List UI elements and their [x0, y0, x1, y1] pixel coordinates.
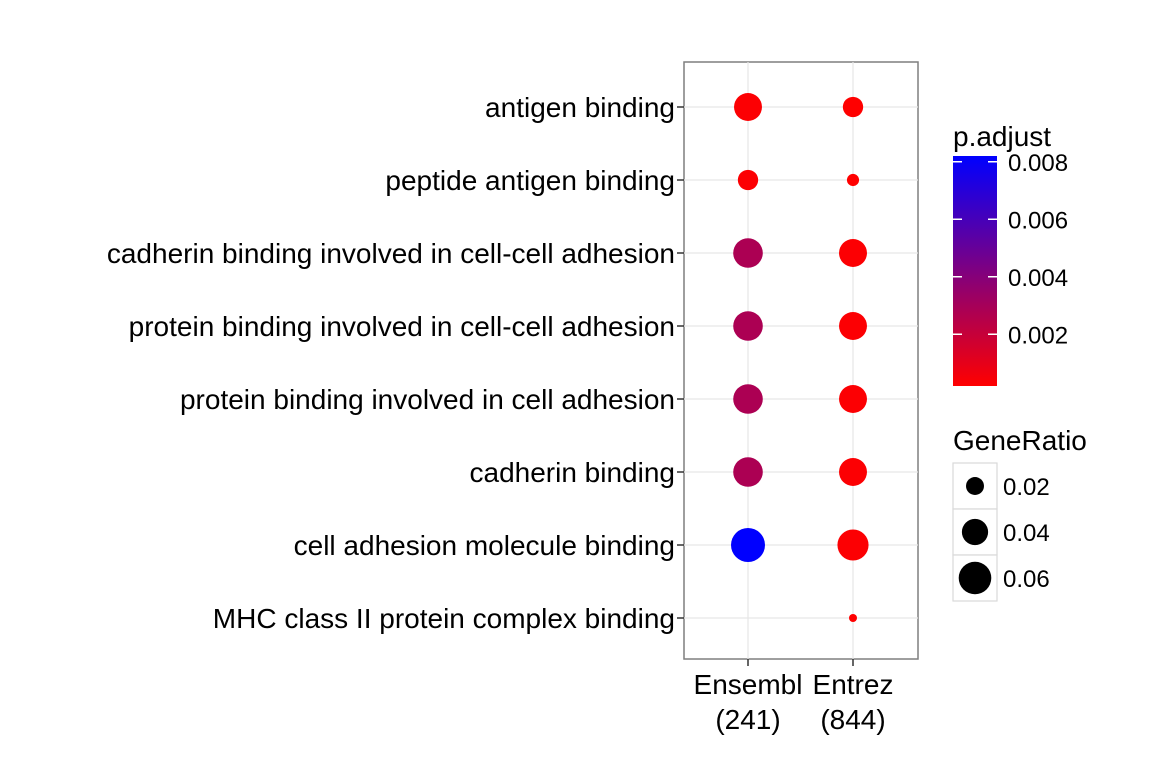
data-points [731, 93, 869, 622]
data-point [842, 96, 864, 118]
data-point [733, 457, 763, 487]
x-tick-label: Ensembl [694, 669, 803, 700]
color-legend-label: 0.004 [1008, 265, 1068, 292]
y-tick-label: protein binding involved in cell-cell ad… [129, 311, 675, 342]
data-point [846, 173, 860, 187]
y-tick-label: cell adhesion molecule binding [294, 530, 675, 561]
size-legend-title: GeneRatio [953, 425, 1087, 456]
size-legend-label: 0.06 [1003, 566, 1050, 593]
size-legend-dot [966, 477, 984, 495]
data-point [839, 385, 867, 413]
y-tick-label: MHC class II protein complex binding [213, 603, 675, 634]
data-point [733, 311, 763, 341]
color-legend-label: 0.006 [1008, 207, 1068, 234]
y-tick-label: antigen binding [485, 92, 675, 123]
x-tick-label-count: (844) [820, 704, 885, 735]
data-point [737, 169, 759, 191]
legend: p.adjust 0.002 0.004 0.006 0.008 GeneRatio 0.0… [952, 121, 1087, 602]
data-point [839, 458, 867, 486]
y-tick-label: protein binding involved in cell adhesio… [180, 384, 675, 415]
y-tick-label: peptide antigen binding [385, 165, 675, 196]
data-point [733, 384, 763, 414]
x-tick-label-count: (241) [715, 704, 780, 735]
data-point [839, 312, 867, 340]
data-point [837, 529, 869, 561]
data-point [731, 528, 765, 562]
y-axis: antigen binding peptide antigen binding ca… [107, 92, 684, 634]
color-bar [953, 156, 997, 386]
y-tick-label: cadherin binding [470, 457, 676, 488]
color-legend-title: p.adjust [953, 121, 1051, 152]
size-legend-dot [958, 561, 992, 595]
x-tick-label: Entrez [813, 669, 894, 700]
data-point [849, 614, 857, 622]
size-legend-label: 0.04 [1003, 520, 1050, 547]
plot-panel [683, 61, 919, 660]
y-tick-label: cadherin binding involved in cell-cell a… [107, 238, 675, 269]
color-legend-label: 0.002 [1008, 322, 1068, 349]
size-legend-label: 0.02 [1003, 474, 1050, 501]
data-point [733, 238, 763, 268]
x-axis: Ensembl (241) Entrez (844) [694, 659, 894, 735]
color-legend-label: 0.008 [1008, 150, 1068, 177]
size-legend-dot [961, 518, 989, 546]
data-point [734, 93, 762, 121]
data-point [839, 239, 867, 267]
